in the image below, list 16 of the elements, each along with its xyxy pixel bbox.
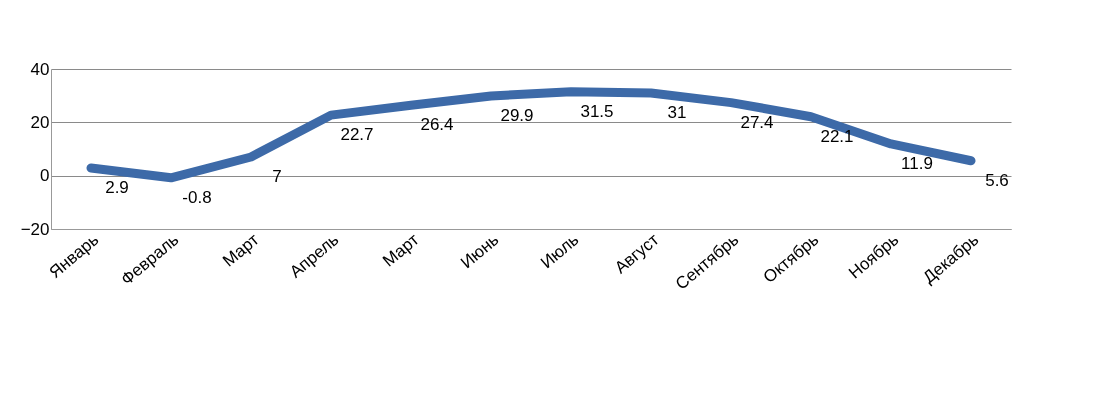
data-label: 7 <box>272 167 282 186</box>
data-label: 31 <box>667 103 687 122</box>
data-label: 2.9 <box>105 177 129 197</box>
data-label: 27.4 <box>740 112 774 132</box>
data-label: 29.9 <box>500 105 534 125</box>
data-label: 22.1 <box>820 126 854 146</box>
data-label: 22.7 <box>340 125 374 145</box>
data-label: 31.5 <box>580 101 614 121</box>
y-tick-label: 0 <box>40 166 50 186</box>
data-label: -0.8 <box>182 187 212 207</box>
data-label: 5.6 <box>985 170 1009 190</box>
y-tick-label: 20 <box>30 112 50 132</box>
y-tick-label: −20 <box>20 219 50 239</box>
data-label: 26.4 <box>420 115 454 135</box>
data-label: 11.9 <box>901 153 933 173</box>
y-tick-label: 40 <box>30 59 50 79</box>
